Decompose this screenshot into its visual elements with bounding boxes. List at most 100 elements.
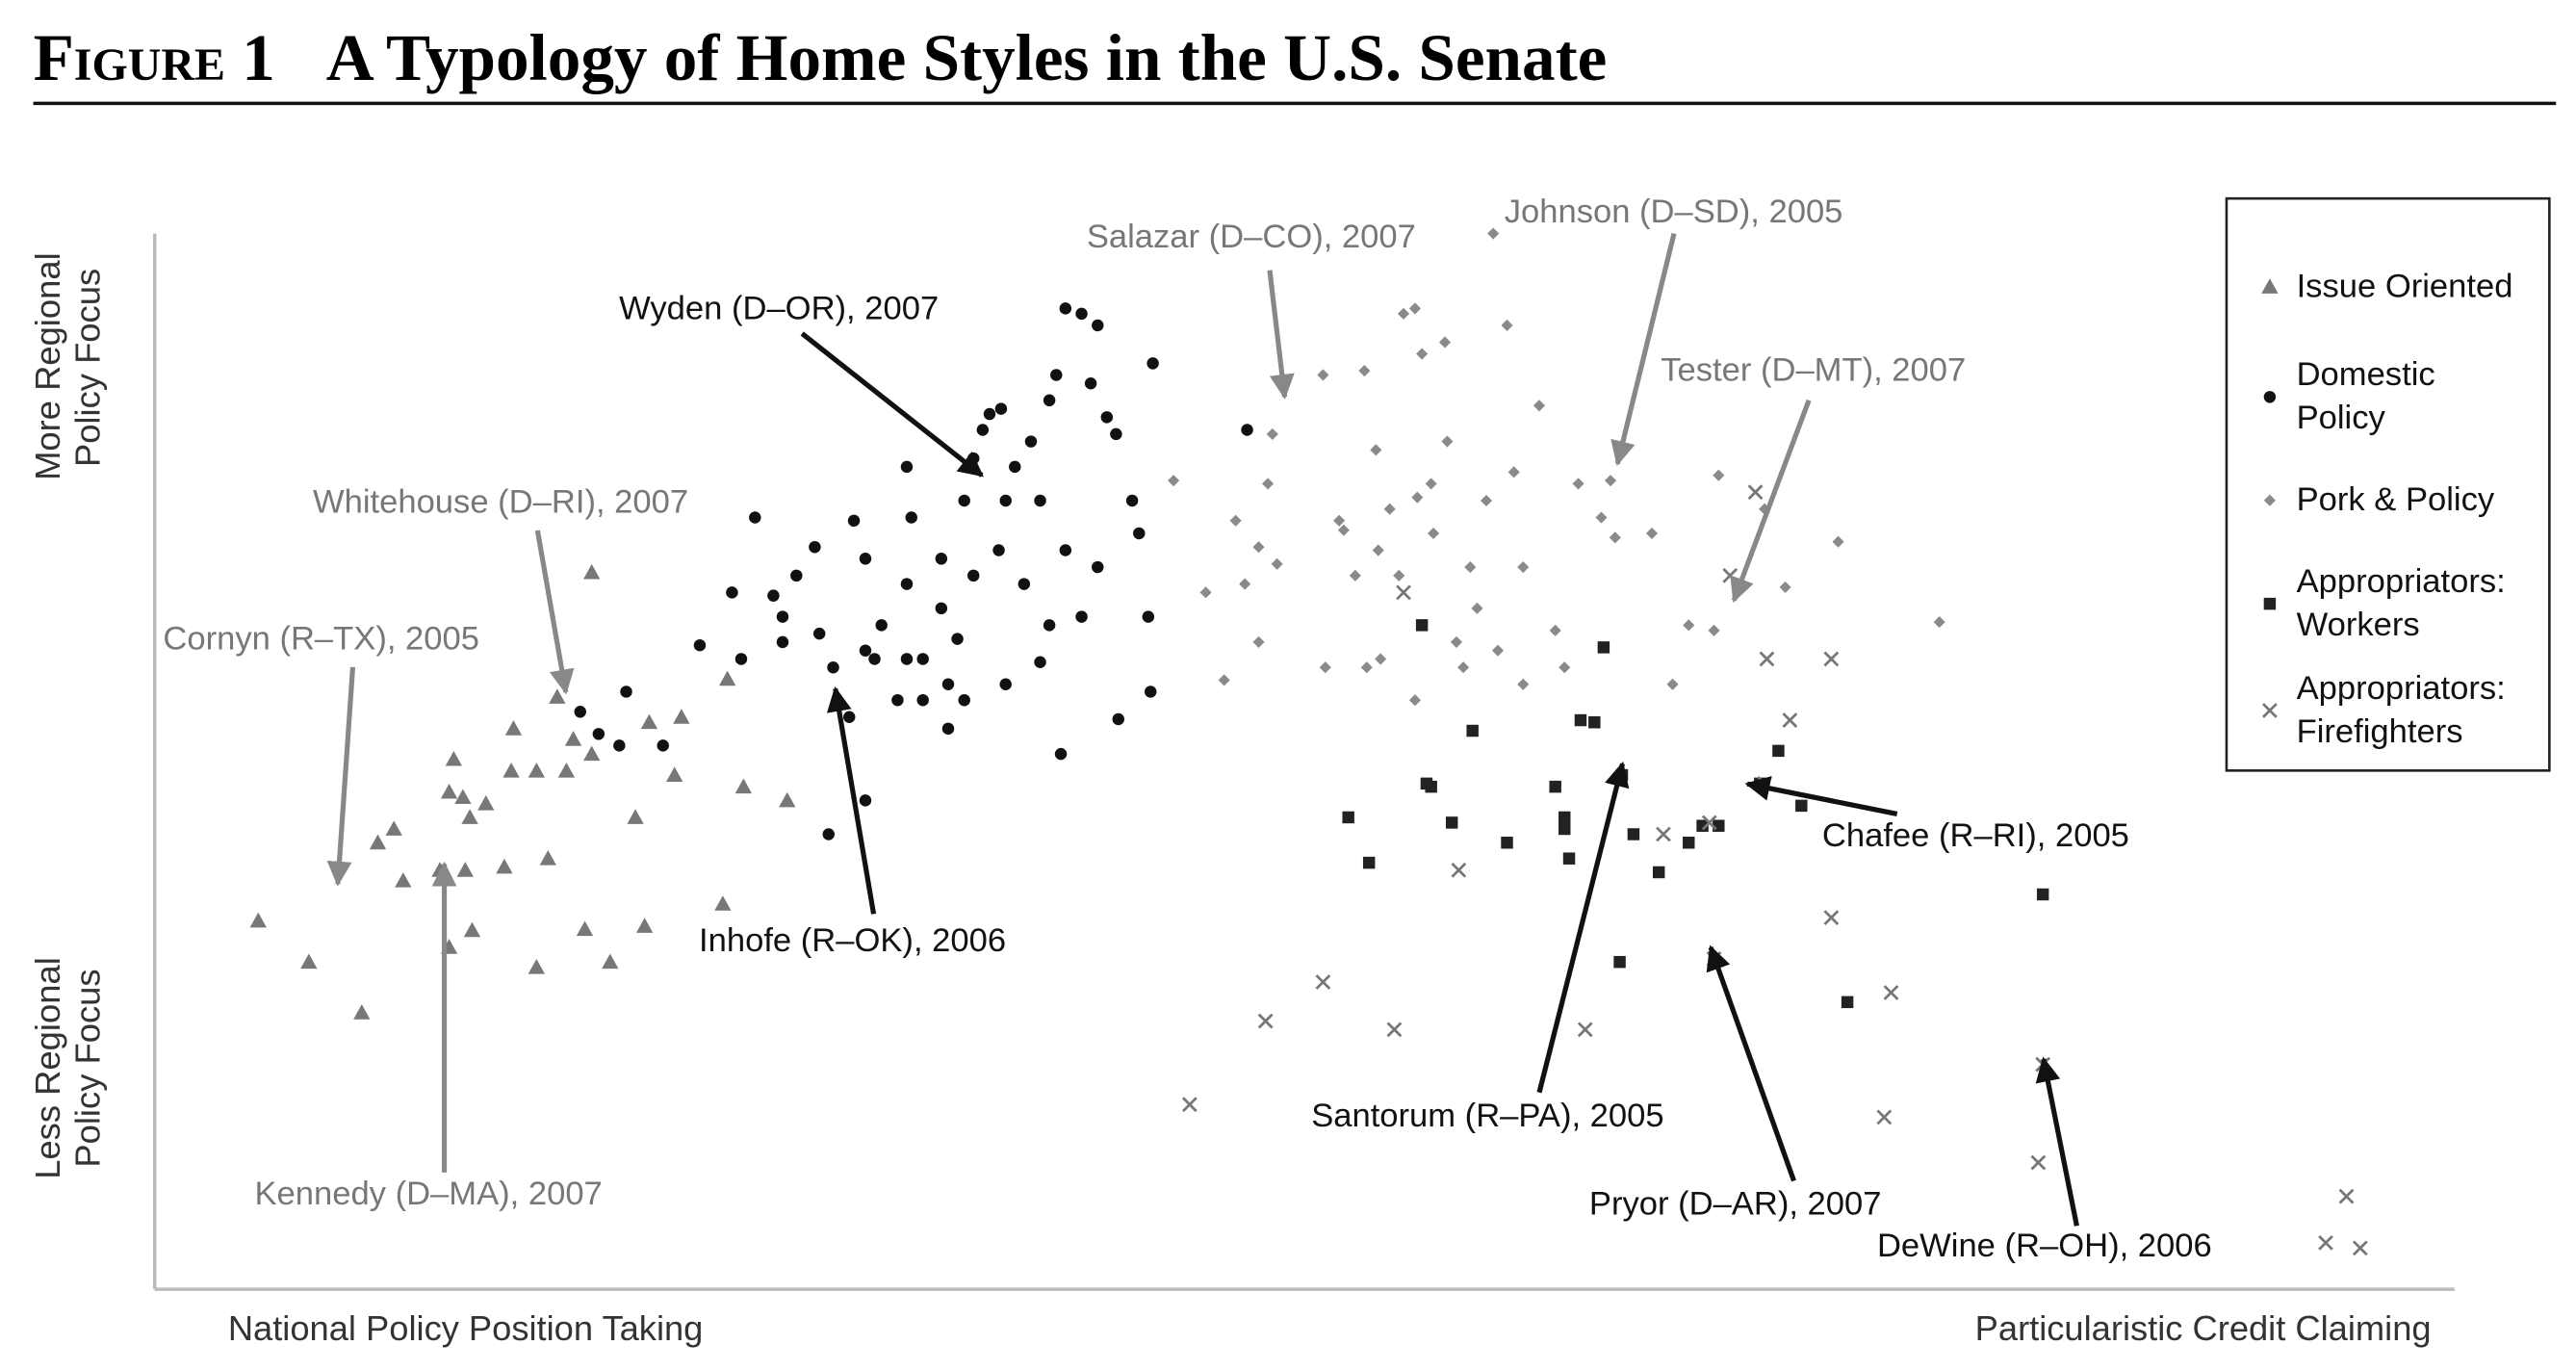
point: [539, 850, 556, 866]
point: [1199, 586, 1212, 599]
point: [900, 460, 914, 474]
y-label-bottom: Less Regional Policy Focus: [30, 956, 109, 1178]
point: [2338, 1188, 2355, 1204]
point: [1441, 435, 1454, 448]
point: [1333, 514, 1346, 527]
point: [790, 569, 803, 582]
point: [1317, 369, 1329, 381]
point: [657, 739, 669, 752]
point: [1588, 716, 1601, 729]
point: [1266, 427, 1278, 440]
point: [1779, 581, 1791, 593]
point: [1372, 544, 1384, 556]
legend-label: Appropriators: Workers: [2296, 563, 2506, 644]
point: [809, 540, 821, 554]
annotation-label: Tester (D–MT), 2007: [1661, 351, 1966, 388]
point: [1883, 985, 1899, 1000]
legend-entry-box: Domestic Policy: [2297, 357, 2435, 437]
point: [847, 514, 861, 528]
point: [1075, 610, 1088, 623]
point: [583, 563, 601, 580]
point: [1271, 557, 1283, 570]
annotation-arrow: [326, 666, 356, 887]
point: [461, 809, 478, 824]
point: [456, 862, 474, 877]
point: [976, 424, 990, 436]
point: [1438, 336, 1452, 349]
point: [1416, 348, 1429, 360]
point: [1393, 569, 1405, 582]
point: [602, 953, 619, 970]
point: [1043, 619, 1056, 632]
plot-marks: [249, 227, 2368, 1256]
point: [463, 921, 481, 938]
point: [440, 783, 458, 799]
point: [779, 791, 796, 808]
point: [1262, 478, 1275, 490]
point: [564, 731, 582, 746]
point: [574, 706, 586, 718]
point: [693, 638, 707, 652]
x-label-right: Particularistic Credit Claiming: [1975, 1308, 2432, 1348]
point: [1558, 811, 1571, 824]
point: [1595, 511, 1608, 524]
annotation-label: Chafee (R–RI), 2005: [1822, 817, 2129, 854]
point: [1708, 624, 1720, 636]
point: [1142, 610, 1155, 623]
point: [1396, 584, 1411, 601]
point: [1466, 724, 1479, 737]
point: [822, 828, 835, 841]
point: [1241, 424, 1253, 436]
point: [1604, 475, 1617, 487]
point: [1558, 661, 1571, 674]
point: [620, 686, 632, 698]
point: [1747, 484, 1764, 501]
point: [1034, 494, 1046, 507]
point: [1613, 955, 1626, 969]
y-label-top: More Regional Policy Focus: [30, 252, 109, 481]
point: [916, 653, 929, 665]
point: [502, 763, 520, 778]
point: [1549, 780, 1561, 793]
point: [583, 745, 601, 762]
point: [718, 670, 736, 686]
point: [2318, 1234, 2333, 1251]
point: [1146, 357, 1159, 370]
legend-swatch: [2263, 597, 2277, 610]
point: [2030, 1154, 2047, 1171]
point: [1464, 560, 1477, 574]
point: [827, 660, 839, 674]
point: [935, 602, 948, 615]
point: [1059, 302, 1072, 315]
point: [714, 895, 732, 911]
point: [1701, 815, 1717, 831]
point: [496, 858, 513, 874]
point: [1713, 469, 1725, 481]
point: [385, 820, 402, 836]
point: [1795, 799, 1808, 813]
annotation-label: DeWine (R–OH), 2006: [1877, 1228, 2212, 1264]
point: [916, 693, 929, 707]
point: [1507, 466, 1520, 479]
annotations: Salazar (D–CO), 2007 Johnson (D–SD), 2005…: [163, 194, 2211, 1264]
annotation-arrow: [2035, 1056, 2079, 1227]
legend: Issue Oriented Domestic Policy Pork & Poli…: [2261, 269, 2512, 751]
point: [900, 578, 914, 590]
point: [1360, 661, 1373, 674]
annotation-arrow: [800, 331, 984, 478]
point: [958, 494, 970, 507]
point: [1627, 828, 1640, 841]
point: [1133, 527, 1146, 540]
point: [951, 633, 964, 645]
point: [941, 722, 955, 736]
legend-label: Pork & Policy: [2296, 481, 2495, 519]
point: [1349, 569, 1361, 582]
point: [1759, 651, 1775, 667]
point: [666, 766, 683, 783]
point: [1491, 644, 1505, 657]
legend-swatch: [2262, 703, 2278, 718]
point: [1933, 616, 1945, 629]
point: [905, 511, 917, 524]
point: [557, 763, 576, 778]
